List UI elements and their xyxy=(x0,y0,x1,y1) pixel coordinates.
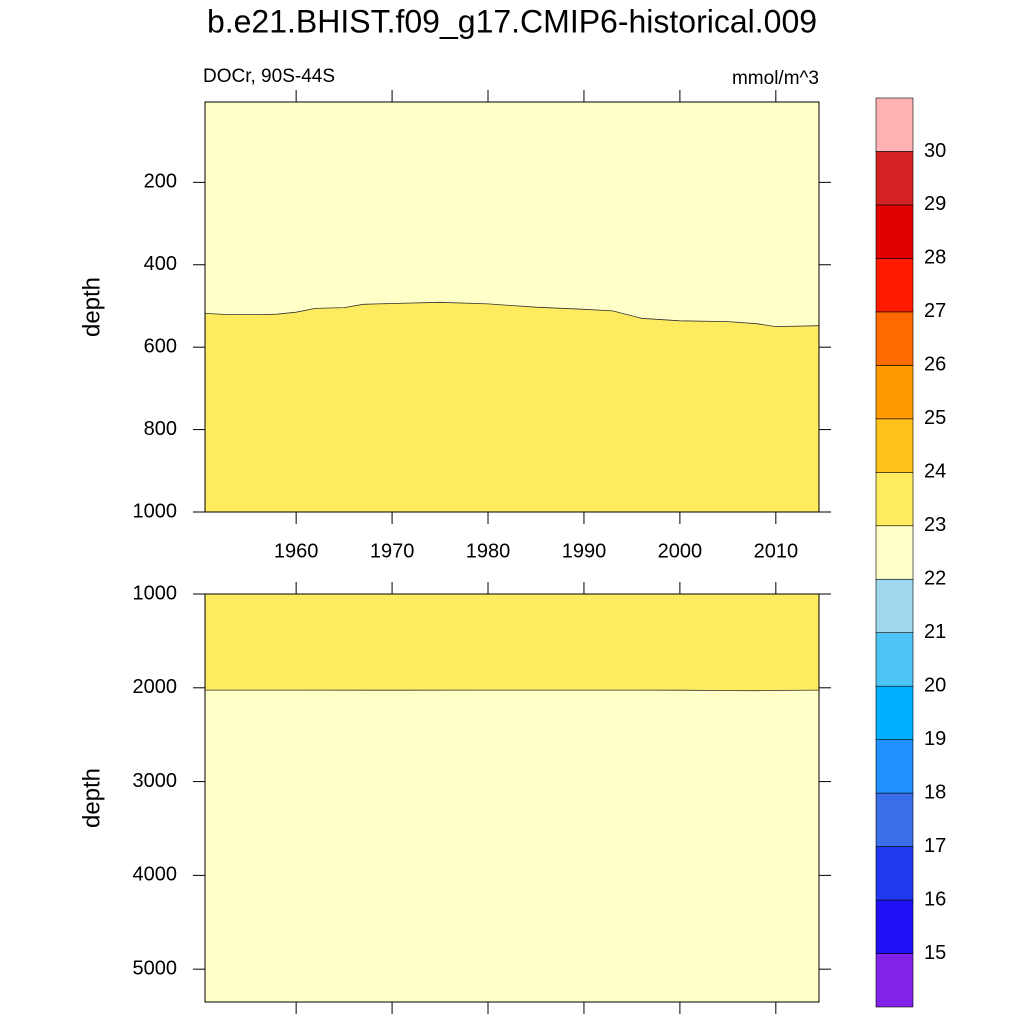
y-tick-label: 2000 xyxy=(133,676,178,698)
colorbar-box xyxy=(875,739,914,794)
colorbar-label: 24 xyxy=(924,461,946,483)
colorbar-label: 28 xyxy=(924,247,946,269)
colorbar-box xyxy=(875,151,914,206)
plot-frame xyxy=(204,101,820,513)
left-string: DOCr, 90S-44S xyxy=(203,66,335,87)
colorbar-label: 26 xyxy=(924,354,946,376)
colorbar-label: 17 xyxy=(924,835,946,857)
x-tick-label: 1980 xyxy=(466,540,511,562)
colorbar-box xyxy=(875,258,914,313)
y-tick-label: 5000 xyxy=(133,957,178,979)
colorbar-box xyxy=(875,471,914,527)
y-tick-label: 1000 xyxy=(133,582,178,604)
colorbar-label: 18 xyxy=(924,781,946,803)
colorbar-label: 25 xyxy=(924,407,946,429)
colorbar-box xyxy=(875,97,914,152)
colorbar-box xyxy=(875,365,914,420)
colorbar-box xyxy=(875,899,914,954)
x-tick-label: 2000 xyxy=(658,540,703,562)
colorbar-label: 19 xyxy=(924,728,946,750)
contour-line xyxy=(204,301,820,328)
y-tick-label: 3000 xyxy=(133,770,178,792)
colorbar-label: 21 xyxy=(924,621,946,643)
colorbar-box xyxy=(875,846,914,901)
plot-frame xyxy=(204,593,820,1003)
y-tick-label: 200 xyxy=(144,171,177,193)
colorbar-box xyxy=(875,204,914,259)
y-axis-label: depth xyxy=(78,768,105,828)
colorbar-label: 16 xyxy=(924,888,946,910)
y-tick-label: 600 xyxy=(144,335,177,357)
colorbar-label: 20 xyxy=(924,674,946,696)
colorbar-label: 27 xyxy=(924,300,946,322)
colorbar-label: 23 xyxy=(924,514,946,536)
x-tick-label: 2010 xyxy=(754,540,799,562)
right-string: mmol/m^3 xyxy=(732,68,819,89)
y-tick-label: 800 xyxy=(144,418,177,440)
x-tick-label: 1990 xyxy=(562,540,607,562)
x-tick-label: 1970 xyxy=(370,540,415,562)
x-tick-label: 1960 xyxy=(274,540,319,562)
colorbar-label: 29 xyxy=(924,193,946,215)
y-tick-label: 400 xyxy=(144,253,177,275)
colorbar-label: 22 xyxy=(924,568,946,590)
colorbar-box xyxy=(875,418,914,473)
colorbar-box xyxy=(875,953,914,1008)
colorbar-box xyxy=(875,792,914,847)
contour-fill xyxy=(205,302,819,512)
contour-line xyxy=(205,689,820,692)
colorbar-label: 30 xyxy=(924,140,946,162)
chart-title: b.e21.BHIST.f09_g17.CMIP6-historical.009 xyxy=(207,3,817,39)
colorbar-label: 15 xyxy=(924,942,946,964)
y-axis-label: depth xyxy=(78,277,105,337)
colorbar-box xyxy=(875,525,914,580)
colorbar-box xyxy=(875,632,914,687)
contour-fill xyxy=(205,690,819,1002)
y-tick-label: 4000 xyxy=(133,864,178,886)
y-tick-label: 1000 xyxy=(133,500,178,522)
colorbar-box xyxy=(875,685,914,740)
colorbar-box xyxy=(875,311,914,366)
colorbar-box xyxy=(875,578,914,634)
